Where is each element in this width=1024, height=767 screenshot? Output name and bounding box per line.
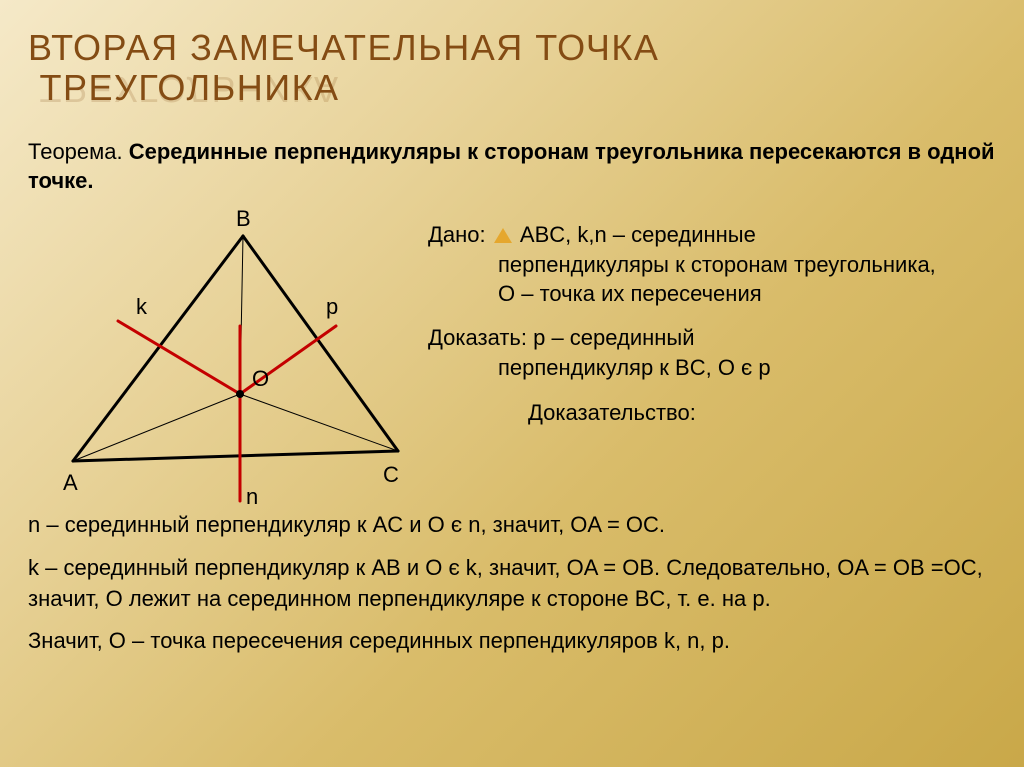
svg-text:p: p [326,294,338,319]
proof-label: Доказательство: [428,398,996,428]
triangle-diagram: A B C Ok p n [28,206,428,506]
proof-p3: Значит, O – точка пересечения серединных… [28,626,996,657]
given-part2: перпендикуляры к сторонам треугольника, [428,250,996,280]
prove-label: Доказать: [428,325,527,350]
prove-part2: перпендикуляр к BC, O є p [428,353,996,383]
theorem-label: Теорема. [28,139,123,164]
given-part3: O – точка их пересечения [428,279,996,309]
svg-text:C: C [383,462,399,487]
triangle-icon [494,228,512,243]
proof-body: n – серединный перпендикуляр к AC и O є … [0,506,1024,657]
diagram: A B C Ok p n [28,206,428,506]
prove-block: Доказать: p – серединный перпендикуляр к… [428,323,996,382]
title-text: ВТОРАЯ ЗАМЕЧАТЕЛЬНАЯ ТОЧКА ТРЕУГОЛЬНИКА [28,28,996,109]
proof-p1: n – серединный перпендикуляр к AC и O є … [28,510,996,541]
svg-text:k: k [136,294,148,319]
svg-text:O: O [252,366,269,391]
svg-text:n: n [246,484,258,506]
prove-part1: p – серединный [533,325,694,350]
theorem-text: Серединные перпендикуляры к сторонам тре… [28,139,995,194]
svg-text:A: A [63,470,78,495]
given-part1: ABC, k,n – серединные [520,222,756,247]
given-block: Дано: ABC, k,n – серединные перпендикуля… [428,220,996,309]
theorem-block: Теорема. Серединные перпендикуляры к сто… [0,109,1024,196]
given-label: Дано: [428,222,486,247]
slide-title: ВТОРАЯ ЗАМЕЧАТЕЛЬНАЯ ТОЧКА ТРЕУГОЛЬНИКА [0,0,1024,109]
svg-text:B: B [236,206,251,231]
proof-p2: k – серединный перпендикуляр к AB и O є … [28,553,996,615]
